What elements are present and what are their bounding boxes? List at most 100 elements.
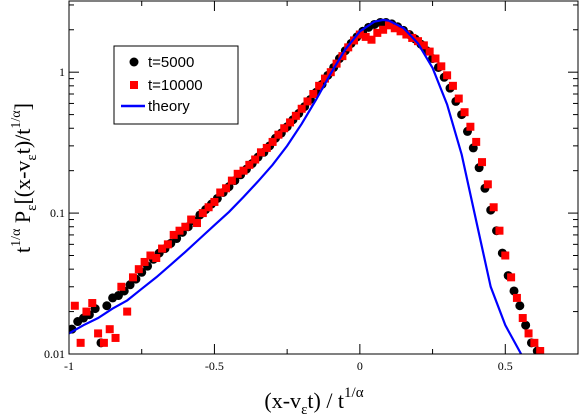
point-t-10000 (210, 197, 219, 206)
legend-marker-t10000 (130, 81, 138, 89)
point-t-10000 (303, 97, 312, 106)
point-t-10000 (524, 329, 533, 338)
legend-label-theory: theory (148, 98, 190, 115)
point-t-10000 (472, 137, 481, 146)
point-t-10000 (251, 155, 260, 164)
legend-label-t10000: t=10000 (148, 77, 203, 94)
point-t-10000 (425, 47, 434, 56)
point-t-10000 (192, 219, 201, 228)
point-t-10000 (286, 118, 295, 127)
point-t-10000 (315, 81, 324, 90)
point-t-10000 (256, 148, 265, 157)
point-t-10000 (390, 24, 399, 33)
x-axis-label: (x-vεt) / t1/α (264, 385, 363, 418)
point-t-10000 (355, 30, 364, 39)
point-t-10000 (233, 169, 242, 178)
point-t-10000 (530, 338, 539, 347)
legend: t=5000 t=10000 theory (113, 45, 239, 125)
point-t-10000 (460, 108, 469, 117)
point-t-10000 (320, 74, 329, 83)
point-t-10000 (169, 230, 178, 239)
point-t-10000 (187, 215, 196, 224)
y-tick-label: 0.1 (50, 206, 65, 220)
point-t-10000 (309, 90, 318, 99)
point-t-10000 (76, 338, 85, 347)
point-t-5000 (509, 286, 519, 296)
point-t-10000 (361, 32, 370, 41)
point-t-10000 (262, 143, 271, 152)
point-t-10000 (443, 71, 452, 80)
point-t-10000 (123, 307, 132, 316)
point-t-10000 (94, 329, 103, 338)
point-t-10000 (501, 251, 510, 260)
point-t-10000 (70, 301, 79, 310)
point-t-10000 (350, 36, 359, 45)
point-t-10000 (216, 188, 225, 197)
point-t-10000 (280, 124, 289, 133)
point-t-10000 (204, 203, 213, 212)
point-t-10000 (367, 35, 376, 44)
point-t-10000 (483, 180, 492, 189)
point-t-10000 (239, 166, 248, 175)
point-t-10000 (495, 226, 504, 235)
point-t-10000 (431, 54, 440, 63)
point-t-10000 (175, 226, 184, 235)
point-t-10000 (128, 273, 137, 282)
x-axis-label-sub: ε (301, 402, 307, 418)
point-t-10000 (82, 307, 91, 316)
point-t-10000 (489, 203, 498, 212)
point-t-10000 (274, 130, 283, 139)
point-t-10000 (105, 325, 114, 334)
point-t-10000 (507, 273, 516, 282)
y-tick-label: 0.01 (44, 347, 65, 361)
x-axis-label-sup: 1/α (344, 385, 364, 401)
x-tick-label: -0.5 (205, 359, 224, 373)
point-t-5000 (521, 320, 531, 330)
y-axis-label: t1/α Pε[(x-vεt)/t1/α] (9, 103, 40, 253)
point-t-10000 (245, 160, 254, 169)
plot-frame (68, 0, 579, 355)
x-tick-label: 0 (357, 359, 363, 373)
point-t-10000 (466, 122, 475, 131)
point-t-10000 (140, 257, 149, 266)
point-t-10000 (268, 137, 277, 146)
point-t-10000 (379, 25, 388, 34)
point-t-10000 (198, 209, 207, 218)
point-t-10000 (419, 41, 428, 50)
ticks-layer: -1 -0.5 0 0.5 0.01 0.1 1 (44, 1, 578, 373)
point-t-10000 (181, 222, 190, 231)
point-t-10000 (414, 37, 423, 46)
point-t-10000 (373, 28, 382, 37)
point-t-10000 (396, 27, 405, 36)
point-t-10000 (227, 176, 236, 185)
point-t-5000 (125, 280, 135, 290)
point-t-10000 (512, 293, 521, 302)
point-t-10000 (297, 104, 306, 113)
point-t-10000 (291, 111, 300, 120)
point-t-10000 (454, 94, 463, 103)
legend-label-t5000: t=5000 (148, 54, 194, 71)
point-t-10000 (448, 81, 457, 90)
series-line-theory (69, 18, 523, 354)
point-t-10000 (163, 240, 172, 249)
x-tick-label: 0.5 (498, 359, 513, 373)
y-tick-label: 1 (59, 65, 65, 79)
point-t-10000 (536, 347, 545, 354)
point-t-10000 (134, 265, 143, 274)
point-t-10000 (384, 21, 393, 30)
point-t-10000 (222, 184, 231, 193)
point-t-10000 (518, 314, 527, 323)
point-t-10000 (478, 158, 487, 167)
point-t-10000 (99, 338, 108, 347)
point-t-5000 (515, 301, 525, 311)
point-t-10000 (152, 254, 161, 263)
point-t-10000 (88, 299, 97, 308)
point-t-10000 (117, 282, 126, 291)
x-tick-label: -1 (64, 359, 74, 373)
point-t-10000 (158, 244, 167, 253)
point-t-10000 (111, 333, 120, 342)
point-t-10000 (402, 30, 411, 39)
point-t-5000 (102, 301, 112, 311)
point-t-10000 (146, 251, 155, 260)
